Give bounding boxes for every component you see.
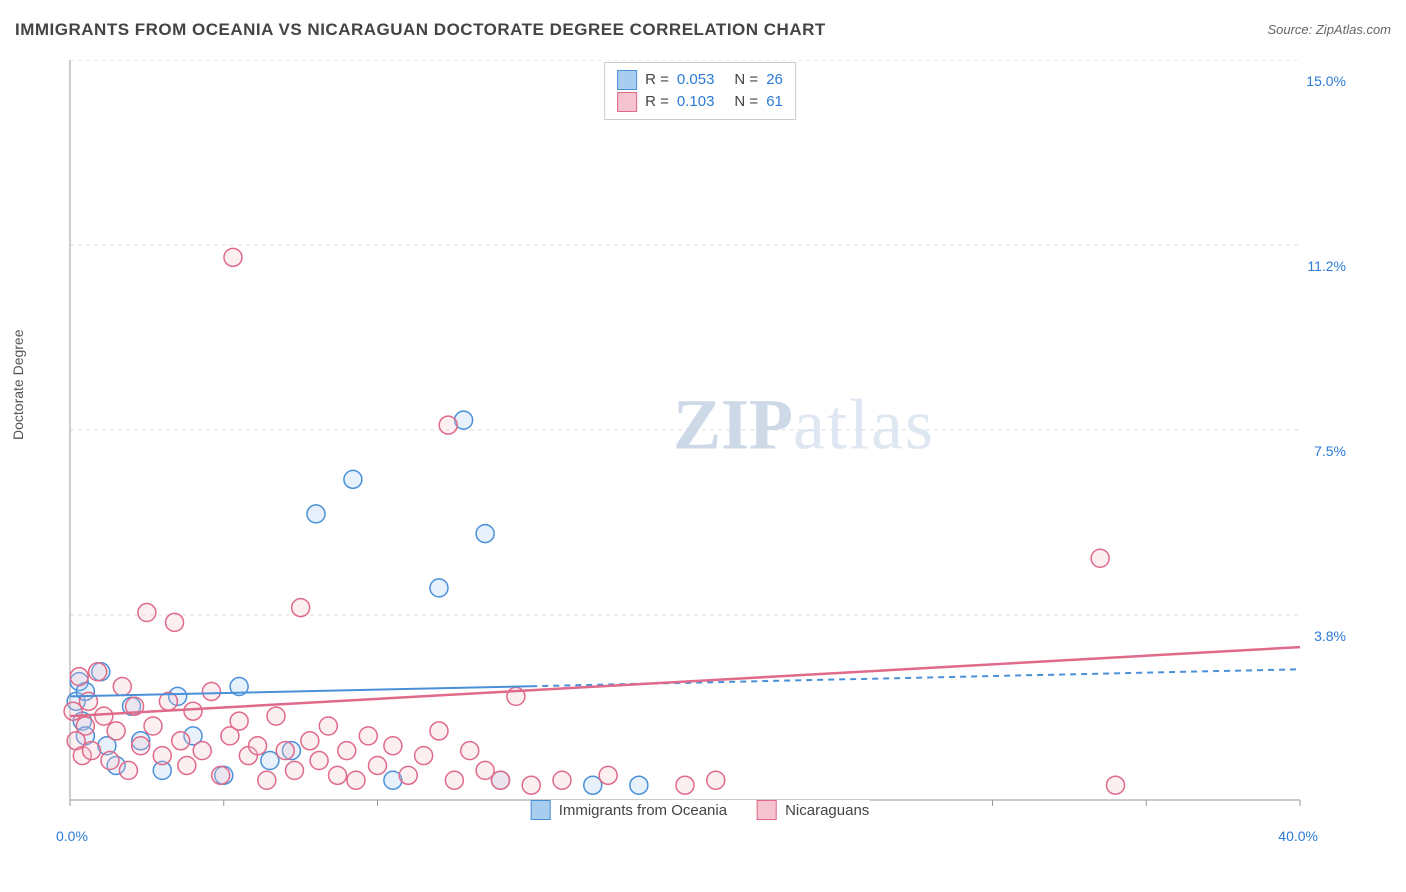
series-legend: Immigrants from Oceania Nicaraguans: [531, 800, 870, 820]
legend-row-oceania: R = 0.053 N = 26: [617, 69, 783, 91]
series-legend-item: Immigrants from Oceania: [531, 800, 727, 820]
legend-swatch: [617, 70, 637, 90]
legend-n-value: 61: [766, 91, 783, 113]
legend-swatch: [617, 92, 637, 112]
svg-text:3.8%: 3.8%: [1314, 628, 1346, 644]
page-title: IMMIGRANTS FROM OCEANIA VS NICARAGUAN DO…: [15, 20, 826, 39]
legend-r-value: 0.053: [677, 69, 715, 91]
legend-swatch: [757, 800, 777, 820]
watermark: ZIPatlas: [673, 383, 935, 466]
legend-r-value: 0.103: [677, 91, 715, 113]
legend-n-label: N =: [734, 69, 758, 91]
legend-label: Immigrants from Oceania: [559, 802, 727, 819]
legend-r-label: R =: [645, 69, 669, 91]
x-axis-max-label: 40.0%: [1278, 828, 1318, 844]
svg-text:15.0%: 15.0%: [1306, 73, 1346, 89]
legend-label: Nicaraguans: [785, 802, 869, 819]
svg-text:7.5%: 7.5%: [1314, 443, 1346, 459]
y-axis-label: Doctorate Degree: [10, 329, 26, 440]
chart-area: ZIPatlas 3.8% 7.5% 11.2% 15.0% R = 0.053 N =…: [50, 60, 1350, 820]
correlation-legend: R = 0.053 N = 26 R = 0.103 N = 61: [604, 62, 796, 120]
source-attribution: Source: ZipAtlas.com: [1267, 22, 1391, 37]
legend-r-label: R =: [645, 91, 669, 113]
legend-row-nicaraguans: R = 0.103 N = 61: [617, 91, 783, 113]
x-axis-min-label: 0.0%: [56, 828, 88, 844]
series-legend-item: Nicaraguans: [757, 800, 869, 820]
legend-n-label: N =: [734, 91, 758, 113]
legend-n-value: 26: [766, 69, 783, 91]
legend-swatch: [531, 800, 551, 820]
svg-text:11.2%: 11.2%: [1307, 258, 1346, 274]
